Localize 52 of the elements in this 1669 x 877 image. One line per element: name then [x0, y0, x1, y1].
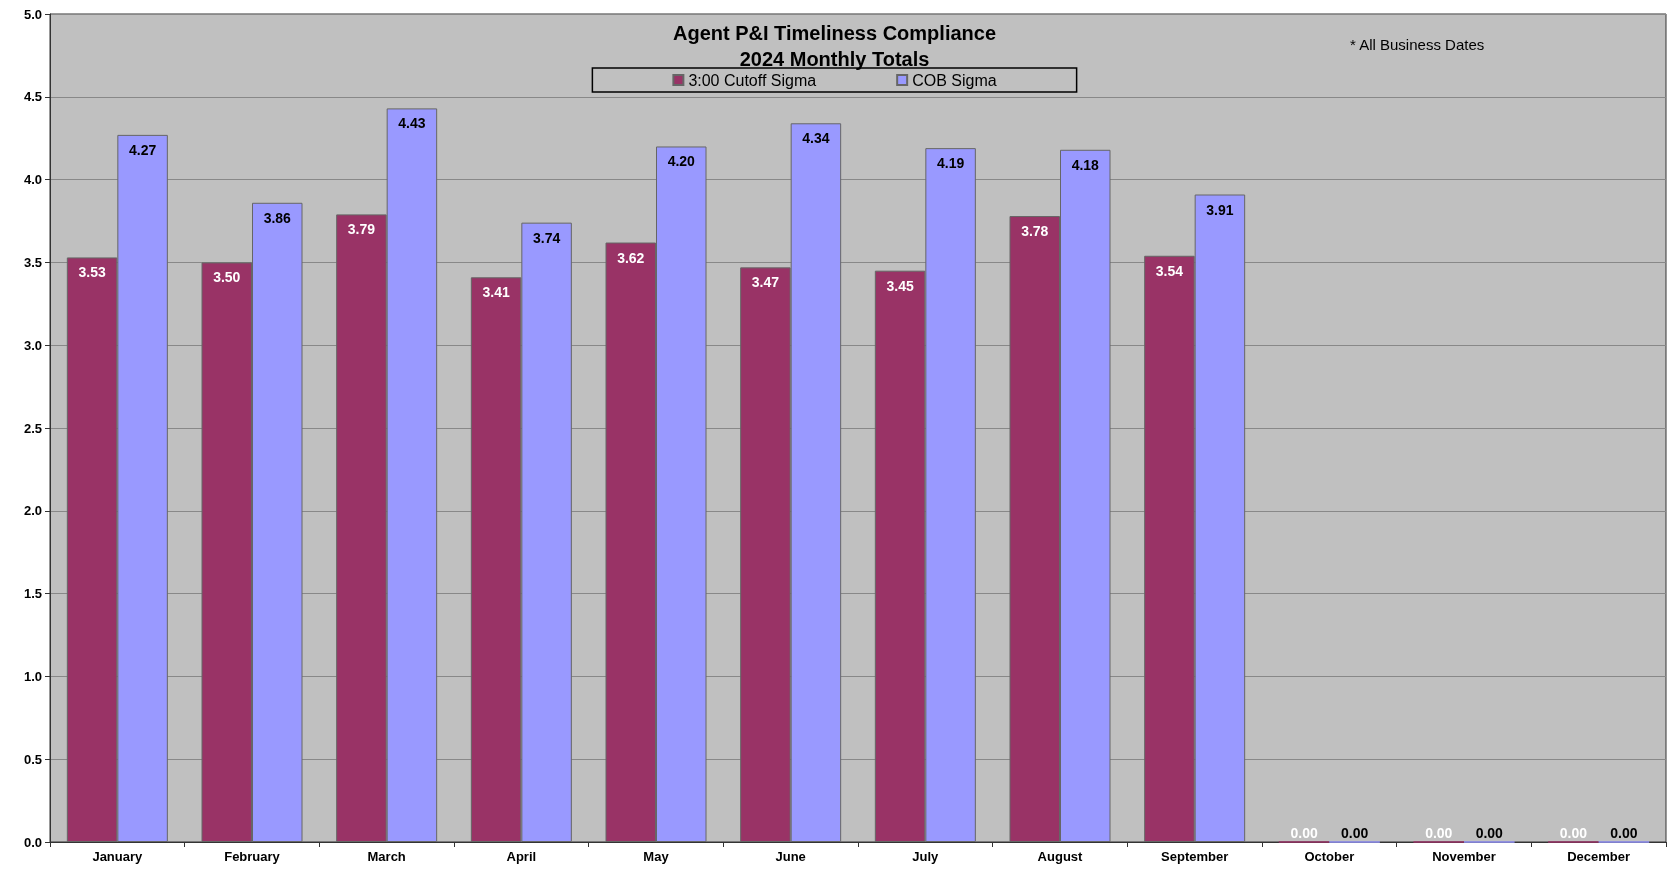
data-label: 0.00: [1425, 824, 1453, 841]
x-tick-label: April: [506, 849, 537, 864]
x-tick-label: May: [643, 849, 670, 864]
y-tick-label: 2.0: [23, 503, 42, 519]
data-label: 4.19: [936, 155, 965, 172]
x-tick-label: August: [1037, 849, 1084, 864]
y-tick-label: 0.0: [23, 834, 42, 850]
x-tick-label: June: [775, 849, 806, 864]
y-tick-label: 0.5: [23, 751, 42, 767]
x-tick-label: October: [1304, 849, 1355, 864]
x-tick-label: November: [1432, 849, 1496, 864]
x-tick-label: March: [367, 849, 406, 864]
y-tick-label: 1.5: [23, 586, 42, 602]
data-label: 3.79: [347, 221, 376, 238]
data-label: 3.91: [1206, 201, 1234, 218]
data-label: 3.86: [263, 209, 292, 226]
legend-label: COB Sigma: [912, 71, 997, 89]
data-label: 3.41: [482, 284, 510, 301]
data-label: 3.47: [751, 274, 780, 291]
chart-title: Agent P&I Timeliness Compliance: [672, 22, 997, 44]
data-label: 0.00: [1475, 824, 1504, 841]
y-tick-label: 4.0: [23, 172, 42, 188]
x-tick-label: January: [92, 849, 144, 864]
data-label: 0.00: [1290, 824, 1318, 841]
data-label: 0.00: [1340, 824, 1369, 841]
y-tick-label: 3.0: [23, 337, 42, 353]
data-label: 4.27: [128, 141, 157, 158]
data-label: 3.45: [886, 277, 914, 294]
y-tick-label: 5.0: [23, 6, 42, 22]
data-label: 4.43: [398, 115, 426, 132]
annotation: * All Business Dates: [1350, 36, 1485, 53]
data-label: 4.20: [667, 153, 696, 170]
data-label: 3.54: [1155, 262, 1184, 279]
y-tick-label: 2.5: [23, 420, 42, 436]
y-tick-label: 4.5: [23, 89, 42, 105]
data-label: 0.00: [1610, 824, 1638, 841]
x-tick-label: September: [1161, 849, 1229, 864]
data-label: 3.53: [78, 264, 106, 281]
x-tick-label: February: [224, 849, 281, 864]
y-tick-label: 1.0: [23, 668, 42, 684]
data-label: 3.78: [1021, 223, 1049, 240]
data-label: 4.34: [802, 130, 830, 147]
data-label: 0.00: [1559, 824, 1588, 841]
y-tick-label: 3.5: [23, 254, 42, 270]
data-label: 4.18: [1071, 156, 1100, 173]
x-tick-label: December: [1567, 849, 1631, 864]
data-label: 3.62: [617, 249, 645, 266]
text: 2024 Monthly Totals: [739, 48, 930, 70]
legend-label: 3:00 Cutoff Sigma: [688, 71, 817, 89]
x-tick-label: July: [912, 849, 940, 864]
data-label: 3.74: [532, 229, 561, 246]
data-label: 3.50: [213, 269, 241, 286]
